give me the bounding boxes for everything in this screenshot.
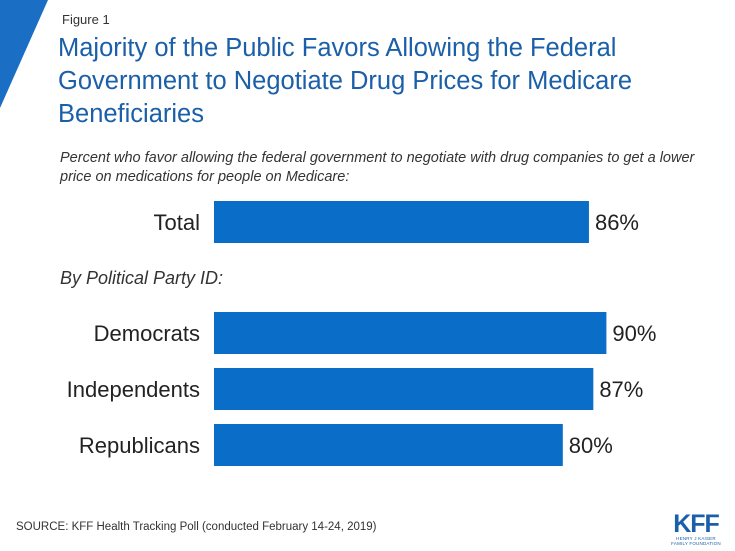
category-label-democrats: Democrats: [94, 321, 200, 346]
category-label-total: Total: [154, 210, 200, 235]
value-label-total: 86%: [595, 210, 639, 235]
value-label-republicans: 80%: [569, 433, 613, 458]
source-note: SOURCE: KFF Health Tracking Poll (conduc…: [16, 521, 377, 533]
value-label-democrats: 90%: [612, 321, 656, 346]
bar-independents: [214, 368, 594, 410]
category-label-republicans: Republicans: [79, 433, 200, 458]
chart-subtitle: Percent who favor allowing the federal g…: [60, 150, 695, 185]
section-label-party: By Political Party ID:: [60, 268, 224, 288]
logo-subtext: HENRY J KAISER FAMILY FOUNDATION: [671, 536, 721, 546]
bar-democrats: [214, 312, 607, 354]
chart-title: Majority of the Public Favors Allowing t…: [58, 34, 632, 128]
figure-label: Figure 1: [62, 12, 110, 27]
bar-total: [214, 201, 589, 243]
bar-republicans: [214, 424, 563, 466]
category-label-independents: Independents: [67, 377, 200, 402]
value-label-independents: 87%: [599, 377, 643, 402]
logo-mark: KFF: [673, 510, 720, 538]
kff-logo: KFF HENRY J KAISER FAMILY FOUNDATION: [668, 510, 724, 547]
